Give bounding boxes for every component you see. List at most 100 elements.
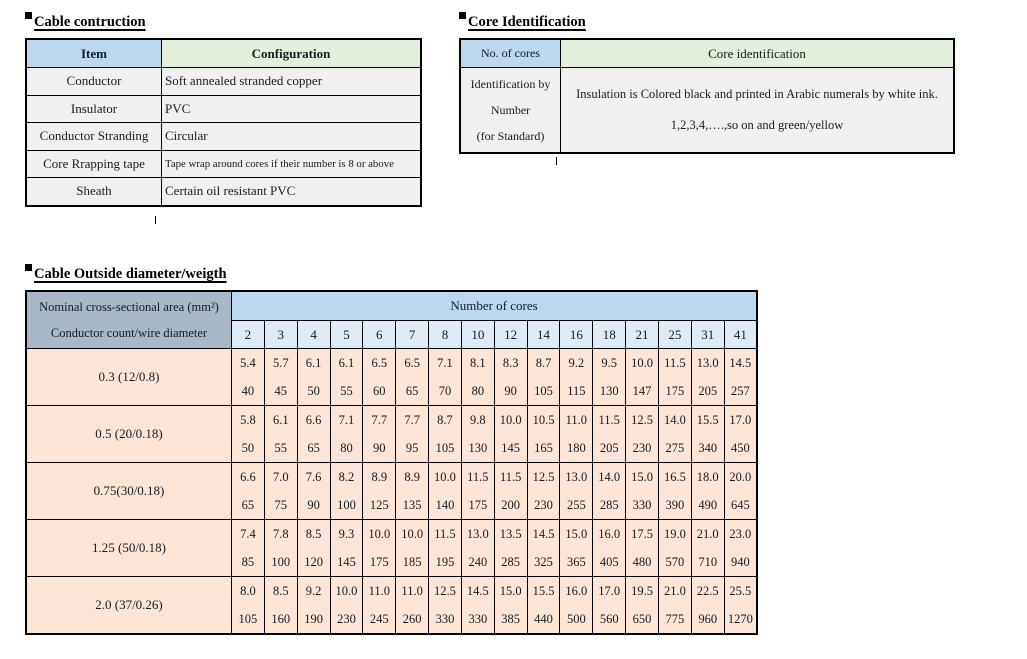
outside-diameter-value: 10.0 bbox=[335, 583, 358, 598]
item-cell: Insulator bbox=[25, 94, 162, 123]
core-count-header: 31 bbox=[690, 320, 725, 349]
outside-diameter-value: 17.0 bbox=[598, 583, 621, 598]
weight-value: 200 bbox=[501, 497, 521, 512]
corner-header: Nominal cross-sectional area (mm²) Condu… bbox=[25, 290, 232, 349]
od-weight-cell: 5.4 40 bbox=[231, 348, 265, 406]
table-row: Identification by Number (for Standard) … bbox=[459, 67, 955, 154]
outside-diameter-value: 14.5 bbox=[532, 526, 555, 541]
identification-label-line: (for Standard) bbox=[476, 128, 545, 143]
column-header-configuration: Configuration bbox=[161, 38, 422, 68]
outside-diameter-value: 9.2 bbox=[568, 355, 585, 370]
row-label: 0.3 (12/0.8) bbox=[25, 348, 232, 406]
od-weight-cell: 7.1 70 bbox=[428, 348, 462, 406]
weight-value: 50 bbox=[307, 383, 320, 398]
od-weight-cell: 7.6 90 bbox=[296, 462, 331, 520]
od-weight-cell: 6.1 55 bbox=[263, 405, 298, 463]
weight-value: 180 bbox=[566, 440, 586, 455]
weight-value: 960 bbox=[698, 611, 718, 626]
column-header-no-of-cores: No. of cores bbox=[459, 38, 561, 68]
weight-value: 175 bbox=[369, 554, 389, 569]
weight-value: 480 bbox=[632, 554, 652, 569]
table-row: Conductor Stranding Circular bbox=[25, 122, 422, 151]
od-weight-cell: 15.0 365 bbox=[559, 519, 594, 577]
weight-value: 140 bbox=[435, 497, 455, 512]
od-weight-cell: 8.5 160 bbox=[263, 576, 298, 635]
row-label: 2.0 (37/0.26) bbox=[25, 576, 232, 635]
outside-diameter-value: 9.3 bbox=[338, 526, 355, 541]
item-cell: Sheath bbox=[25, 177, 162, 206]
outside-diameter-value: 14.0 bbox=[598, 469, 621, 484]
weight-value: 75 bbox=[274, 497, 288, 512]
configuration-cell: Soft annealed stranded copper bbox=[161, 67, 422, 96]
od-weight-cell: 7.8 100 bbox=[263, 519, 298, 577]
weight-value: 260 bbox=[402, 611, 422, 626]
od-weight-cell: 5.8 50 bbox=[231, 405, 265, 463]
od-weight-cell: 6.1 55 bbox=[329, 348, 364, 406]
outside-diameter-value: 11.5 bbox=[499, 469, 522, 484]
outside-diameter-value: 9.8 bbox=[470, 412, 486, 427]
weight-value: 190 bbox=[304, 611, 323, 626]
square-bullet-icon bbox=[25, 12, 32, 19]
weight-value: 560 bbox=[599, 611, 619, 626]
od-weight-cell: 6.5 60 bbox=[362, 348, 397, 406]
header-row: Nominal cross-sectional area (mm²) Condu… bbox=[25, 290, 758, 349]
table-row: Core Rrapping tape Tape wrap around core… bbox=[25, 149, 422, 178]
weight-value: 115 bbox=[567, 383, 586, 398]
od-weight-cell: 8.7 105 bbox=[428, 405, 462, 463]
weight-value: 450 bbox=[730, 440, 750, 455]
od-weight-cell: 10.0 185 bbox=[395, 519, 430, 577]
od-weight-cell: 14.0 285 bbox=[592, 462, 627, 520]
weight-value: 275 bbox=[665, 440, 685, 455]
od-weight-cell: 25.5 1270 bbox=[723, 576, 758, 635]
identification-value-cell: Insulation is Colored black and printed … bbox=[560, 67, 955, 154]
outside-diameter-value: 6.6 bbox=[305, 412, 322, 427]
outside-diameter-value: 15.0 bbox=[565, 526, 588, 541]
weight-value: 257 bbox=[730, 383, 750, 398]
weight-value: 185 bbox=[402, 554, 422, 569]
outside-diameter-value: 8.5 bbox=[272, 583, 289, 598]
od-weight-cell: 7.0 75 bbox=[263, 462, 298, 520]
od-weight-cell: 10.0 145 bbox=[493, 405, 528, 463]
outside-diameter-value: 15.0 bbox=[499, 583, 522, 598]
core-identification-table: No. of cores Core identification Identif… bbox=[459, 38, 955, 154]
weight-value: 55 bbox=[340, 383, 353, 398]
outside-diameter-value: 11.5 bbox=[434, 526, 456, 541]
od-weight-cell: 13.0 205 bbox=[690, 348, 725, 406]
cores-count-row: 2 3 4 5 6 7 8 10 12 14 16 18 21 25 31 41 bbox=[26, 320, 758, 349]
outside-diameter-value: 10.0 bbox=[368, 526, 391, 541]
weight-value: 40 bbox=[241, 383, 255, 398]
od-weight-cell: 11.5 195 bbox=[428, 519, 462, 577]
column-header-item: Item bbox=[25, 38, 162, 68]
section-core-identification: Core Identification No. of cores Core id… bbox=[459, 12, 955, 154]
outside-diameter-value: 13.0 bbox=[696, 355, 719, 370]
weight-value: 70 bbox=[438, 383, 452, 398]
identification-label-cell: Identification by Number (for Standard) bbox=[459, 67, 561, 154]
od-weight-cell: 13.0 255 bbox=[559, 462, 594, 520]
od-weight-cell: 10.5 165 bbox=[526, 405, 561, 463]
outside-diameter-value: 19.5 bbox=[631, 583, 653, 598]
od-weight-cell: 15.5 340 bbox=[690, 405, 725, 463]
outside-diameter-value: 15.5 bbox=[532, 583, 555, 598]
core-count-header: 2 bbox=[231, 320, 265, 349]
outside-diameter-value: 8.9 bbox=[404, 469, 420, 484]
od-weight-cell: 17.0 560 bbox=[592, 576, 627, 635]
od-weight-cell: 16.0 405 bbox=[592, 519, 627, 577]
weight-value: 255 bbox=[566, 497, 586, 512]
weight-value: 500 bbox=[566, 611, 586, 626]
weight-value: 80 bbox=[340, 440, 353, 455]
weight-value: 105 bbox=[435, 440, 455, 455]
od-weight-cell: 7.1 80 bbox=[329, 405, 364, 463]
outside-diameter-value: 10.5 bbox=[532, 412, 555, 427]
od-weight-cell: 8.7 105 bbox=[526, 348, 561, 406]
corner-header-line: Nominal cross-sectional area (mm²) bbox=[39, 299, 219, 314]
outside-diameter-value: 7.4 bbox=[240, 526, 256, 541]
weight-value: 85 bbox=[241, 554, 255, 569]
weight-value: 940 bbox=[730, 554, 750, 569]
outside-diameter-value: 8.7 bbox=[535, 355, 552, 370]
section-title: Cable Outside diameter/weigth bbox=[25, 264, 758, 283]
outside-diameter-value: 15.0 bbox=[631, 469, 653, 484]
od-weight-cell: 7.7 90 bbox=[362, 405, 397, 463]
od-weight-cell: 22.5 960 bbox=[690, 576, 725, 635]
outside-diameter-value: 6.5 bbox=[371, 355, 388, 370]
weight-value: 160 bbox=[271, 611, 291, 626]
